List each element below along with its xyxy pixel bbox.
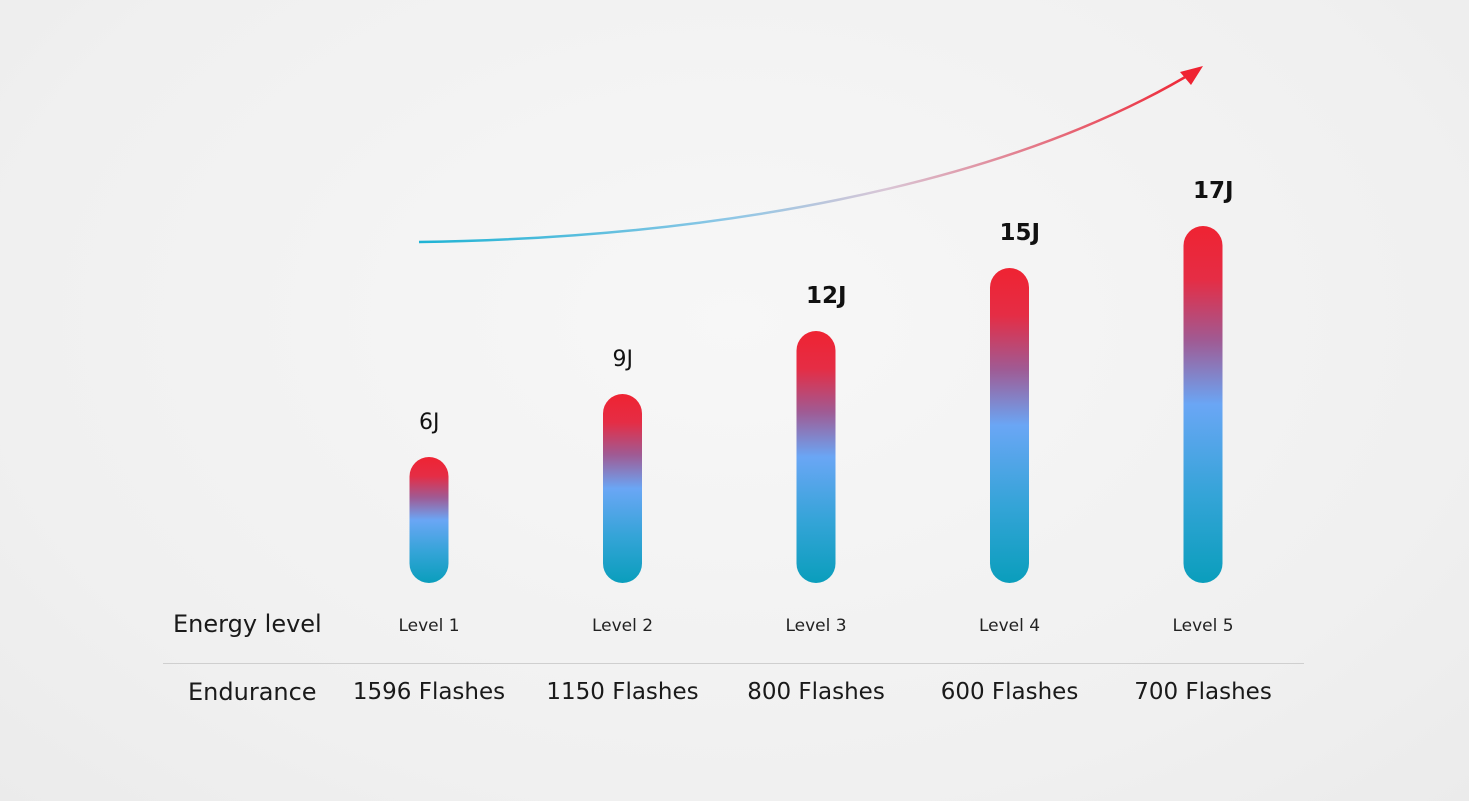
bars bbox=[409, 226, 1223, 583]
value-label-level-4: 15J bbox=[1000, 220, 1041, 246]
energy-level-label-5: Level 5 bbox=[1172, 616, 1234, 636]
bar-level-1 bbox=[409, 457, 449, 583]
energy-level-row-label: Energy level bbox=[173, 610, 322, 638]
energy-level-label-3: Level 3 bbox=[785, 616, 847, 636]
value-labels: 6J 9J 12J 15J 17J bbox=[419, 178, 1234, 435]
trend-arrow-head bbox=[1180, 66, 1203, 85]
energy-level-label-2: Level 2 bbox=[591, 616, 654, 636]
trend-arrow-line bbox=[418, 68, 1198, 244]
endurance-row-label: Endurance bbox=[188, 678, 317, 706]
bar-level-3 bbox=[796, 331, 836, 583]
value-label-level-3: 12J bbox=[806, 283, 847, 309]
endurance-label-5: 700 Flashes bbox=[1134, 679, 1272, 705]
energy-level-label-4: Level 4 bbox=[978, 616, 1041, 636]
row-divider bbox=[163, 663, 1304, 664]
energy-level-label-1: Level 1 bbox=[398, 616, 460, 636]
bar-level-5 bbox=[1183, 226, 1223, 583]
endurance-label-2: 1150 Flashes bbox=[546, 679, 699, 705]
endurance-label-1: 1596 Flashes bbox=[352, 679, 506, 705]
value-label-level-2: 9J bbox=[613, 347, 634, 372]
endurance-label-3: 800 Flashes bbox=[747, 679, 885, 705]
bar-level-2 bbox=[603, 394, 642, 583]
endurance-label-4: 600 Flashes bbox=[940, 679, 1079, 705]
trend-arrow bbox=[418, 66, 1203, 244]
value-label-level-5: 17J bbox=[1193, 178, 1234, 204]
bar-level-4 bbox=[990, 268, 1029, 583]
value-label-level-1: 6J bbox=[419, 410, 440, 435]
